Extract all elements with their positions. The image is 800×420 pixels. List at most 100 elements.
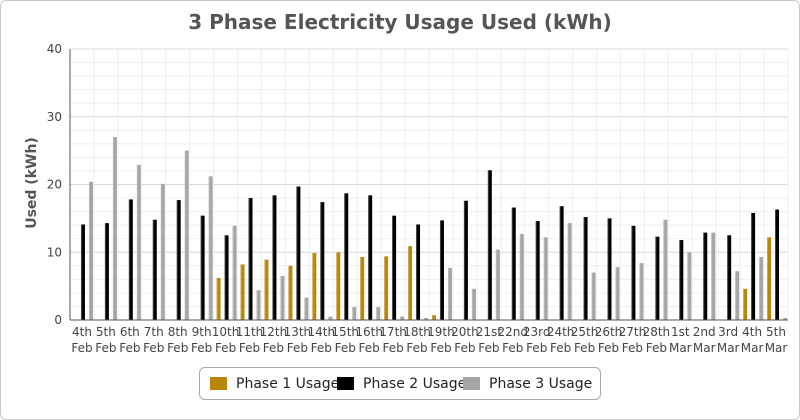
y-tick-label: 40 xyxy=(47,42,62,56)
bar-phase-3 xyxy=(471,288,476,320)
bar-phase-3 xyxy=(304,297,309,320)
bar-phase-3 xyxy=(663,219,668,320)
x-tick-label-month: Feb xyxy=(598,341,619,355)
bar-phase-2 xyxy=(344,193,349,320)
bar-highlight xyxy=(663,219,665,320)
bar-phase-2 xyxy=(751,212,756,320)
x-tick-label-month: Feb xyxy=(406,341,427,355)
bar-highlight xyxy=(639,263,641,320)
x-tick-label-day: 14th xyxy=(308,325,336,339)
x-tick-label-day: 27th xyxy=(619,325,647,339)
x-tick-label-day: 20th xyxy=(451,325,479,339)
bar-highlight xyxy=(559,206,561,320)
bar-phase-3 xyxy=(687,252,692,320)
x-tick-label-day: 26th xyxy=(595,325,623,339)
bar-highlight xyxy=(128,199,130,320)
x-tick-label-month: Feb xyxy=(478,341,499,355)
x-tick-label-month: Feb xyxy=(550,341,571,355)
x-tick-label-day: 12th xyxy=(260,325,288,339)
bar-highlight xyxy=(296,186,298,320)
y-tick-label: 20 xyxy=(47,178,62,192)
x-tick-label-day: 22nd xyxy=(498,325,529,339)
bar-highlight xyxy=(176,200,178,320)
x-tick-label-day: 16th xyxy=(355,325,383,339)
y-tick-label: 30 xyxy=(47,110,62,124)
y-axis: 0 10 20 30 40 xyxy=(47,42,71,327)
bar-highlight xyxy=(352,307,354,320)
bar-phase-3 xyxy=(136,164,141,320)
x-tick-label-month: Feb xyxy=(622,341,643,355)
bar-phase-2 xyxy=(368,195,373,320)
bar-highlight xyxy=(208,176,210,320)
x-tick-label-month: Feb xyxy=(119,341,140,355)
legend-swatch-phase-1 xyxy=(210,377,227,390)
bar-highlight xyxy=(216,277,218,320)
x-tick-label-month: Feb xyxy=(574,341,595,355)
bar-highlight xyxy=(631,225,633,320)
bar-phase-1 xyxy=(336,252,341,320)
bar-phase-3 xyxy=(759,256,764,320)
bar-highlight xyxy=(80,224,82,320)
legend-label-phase-1: Phase 1 Usage xyxy=(236,375,337,392)
bar-highlight xyxy=(136,164,138,320)
bar-phase-3 xyxy=(208,176,213,320)
bar-highlight xyxy=(535,221,537,320)
bar-phase-2 xyxy=(487,170,492,320)
bar-highlight xyxy=(184,150,186,320)
bar-phase-1 xyxy=(288,265,293,320)
bar-phase-2 xyxy=(152,219,157,320)
x-tick-label-day: 4th xyxy=(742,325,762,339)
x-tick-label-month: Feb xyxy=(167,341,188,355)
x-tick-label-day: 10th xyxy=(212,325,240,339)
x-tick-label-day: 21st xyxy=(476,325,503,339)
bar-phase-3 xyxy=(711,232,716,320)
legend-item-phase-1[interactable]: Phase 1 Usage xyxy=(210,374,337,394)
bar-phase-3 xyxy=(735,271,740,320)
bar-highlight xyxy=(336,252,338,320)
bar-highlight xyxy=(248,198,250,320)
legend-item-phase-3[interactable]: Phase 3 Usage xyxy=(463,374,598,394)
bar-phase-3 xyxy=(615,267,620,320)
bar-phase-1 xyxy=(743,288,748,320)
x-tick-label-month: Feb xyxy=(335,341,356,355)
y-tick-label: 10 xyxy=(47,245,62,259)
bar-phase-2 xyxy=(727,235,732,320)
x-tick-label-month: Mar xyxy=(717,341,740,355)
bar-phase-3 xyxy=(280,275,285,320)
bar-phase-1 xyxy=(360,256,365,320)
x-tick-label-month: Mar xyxy=(765,341,788,355)
chart-title: 3 Phase Electricity Usage Used (kWh) xyxy=(188,10,612,34)
bar-highlight xyxy=(431,315,433,320)
bar-highlight xyxy=(703,232,705,320)
x-tick-label-month: Mar xyxy=(741,341,764,355)
bar-phase-2 xyxy=(320,202,325,320)
bar-phase-2 xyxy=(272,195,277,320)
x-tick-label-day: 5th xyxy=(766,325,786,339)
bar-phase-2 xyxy=(392,215,397,320)
bar-phase-1 xyxy=(408,246,413,320)
legend: Phase 1 Usage Phase 2 Usage Phase 3 Usag… xyxy=(199,367,601,400)
bar-highlight xyxy=(687,252,689,320)
bar-phase-2 xyxy=(439,220,444,320)
bar-highlight xyxy=(376,307,378,320)
bar-highlight xyxy=(463,200,465,320)
bar-phase-3 xyxy=(376,307,381,320)
x-tick-label-month: Mar xyxy=(669,341,692,355)
bar-phase-3 xyxy=(783,317,788,320)
x-tick-label-day: 9th xyxy=(192,325,212,339)
bar-phase-3 xyxy=(447,267,452,320)
legend-item-phase-2[interactable]: Phase 2 Usage xyxy=(337,374,463,394)
bar-highlight xyxy=(384,256,386,320)
x-tick-label-month: Feb xyxy=(646,341,667,355)
x-tick-label-day: 23rd xyxy=(523,325,551,339)
bar-highlight xyxy=(112,137,114,320)
bar-phase-2 xyxy=(80,224,85,320)
x-axis: 4thFeb5thFeb6thFeb7thFeb8thFeb9thFeb10th… xyxy=(70,319,788,355)
x-tick-label-day: 8th xyxy=(168,325,188,339)
bar-phase-3 xyxy=(184,150,189,320)
bar-highlight xyxy=(727,235,729,320)
bar-highlight xyxy=(224,235,226,320)
x-tick-label-month: Feb xyxy=(311,341,332,355)
bar-highlight xyxy=(360,256,362,320)
bar-phase-2 xyxy=(104,223,109,320)
